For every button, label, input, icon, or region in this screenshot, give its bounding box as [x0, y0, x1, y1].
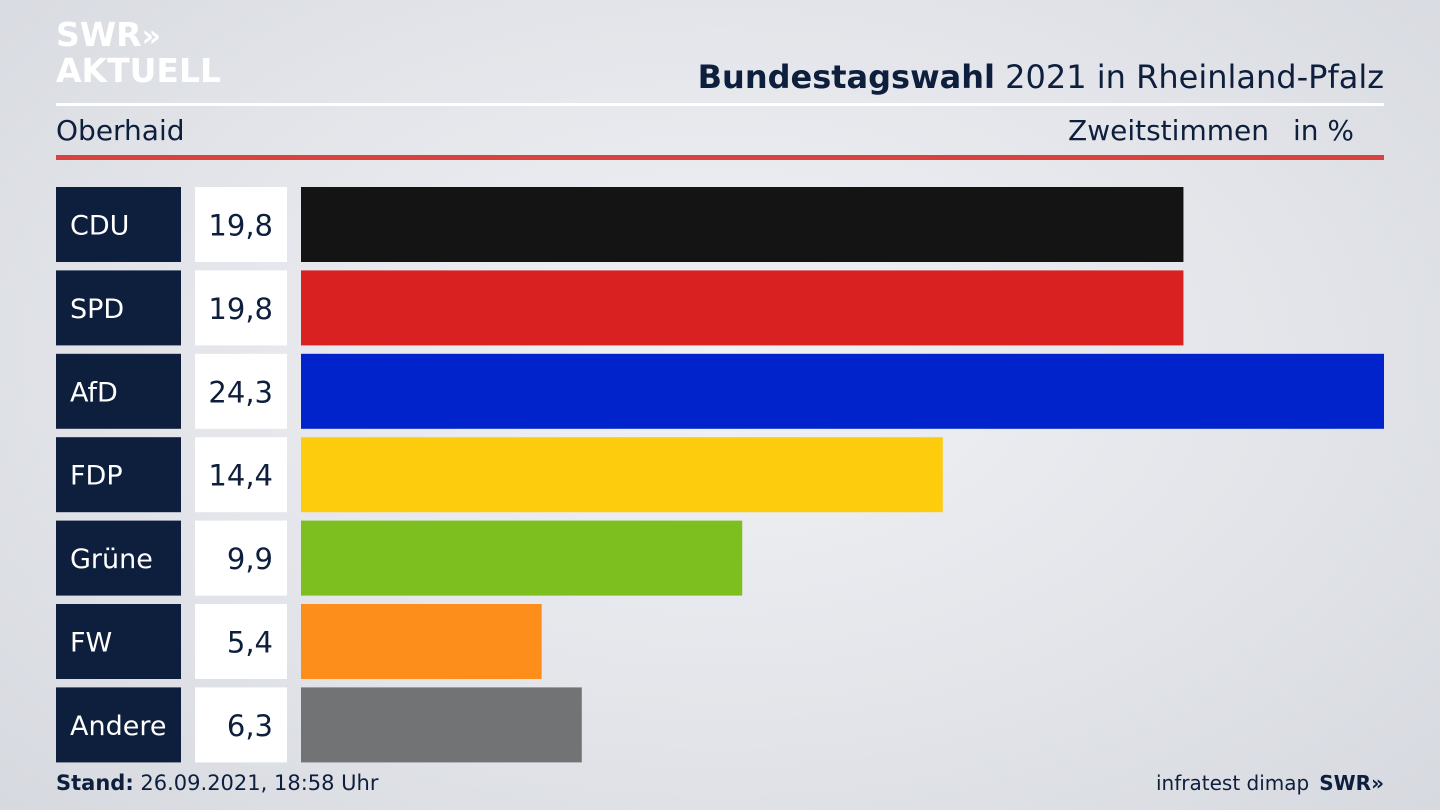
- accent-divider: [56, 155, 1384, 160]
- party-label-cdu: CDU: [70, 211, 129, 242]
- bar-gr-ne: [301, 520, 743, 596]
- chart-title: Bundestagswahl 2021 in Rheinland-Pfalz: [698, 58, 1384, 96]
- vote-type-label: Zweitstimmen in %: [1068, 114, 1354, 147]
- bar-spd: [301, 270, 1184, 346]
- party-label-fdp: FDP: [70, 461, 123, 492]
- value-label-box-cdu: [195, 187, 287, 262]
- party-label-box-afd: [56, 353, 181, 429]
- bar-afd: [301, 353, 1384, 429]
- value-label-box-afd: [195, 353, 287, 429]
- party-label-box-andere: [56, 687, 181, 763]
- footer-swr-logo: SWR»: [1319, 771, 1384, 795]
- title-rest: 2021 in Rheinland-Pfalz: [995, 58, 1384, 96]
- logo-line1: SWR: [56, 15, 142, 54]
- party-label-box-fdp: [56, 437, 181, 513]
- party-label-andere: Andere: [70, 711, 166, 742]
- value-label-box-fdp: [195, 437, 287, 513]
- party-label-box-fw: [56, 604, 181, 679]
- value-label-afd: 24,3: [208, 375, 273, 409]
- party-label-afd: AfD: [70, 377, 118, 408]
- source-credit: infratest dimap SWR»: [1156, 771, 1384, 795]
- value-label-box-fw: [195, 604, 287, 679]
- vote-type: Zweitstimmen: [1068, 114, 1269, 147]
- logo-line2: AKTUELL: [56, 51, 222, 90]
- party-label-box-gr-ne: [56, 520, 181, 596]
- swr-aktuell-logo: SWR» AKTUELL: [56, 18, 221, 88]
- source-label: infratest dimap: [1156, 771, 1310, 795]
- stand-label: Stand:: [56, 771, 134, 795]
- value-label-box-gr-ne: [195, 520, 287, 596]
- value-label-fw: 5,4: [227, 626, 273, 660]
- unit-label: in %: [1292, 114, 1354, 147]
- location-label: Oberhaid: [56, 114, 185, 147]
- value-label-box-andere: [195, 687, 287, 763]
- value-label-cdu: 19,8: [208, 209, 273, 243]
- party-label-box-cdu: [56, 187, 181, 262]
- header-divider: [56, 103, 1384, 106]
- value-label-andere: 6,3: [227, 709, 273, 743]
- party-label-box-spd: [56, 270, 181, 346]
- party-label-fw: FW: [70, 628, 112, 659]
- value-label-fdp: 14,4: [208, 459, 273, 493]
- bar-fdp: [301, 437, 943, 513]
- value-label-spd: 19,8: [208, 292, 273, 326]
- party-label-gr-ne: Grüne: [70, 544, 153, 575]
- bar-cdu: [301, 187, 1184, 262]
- timestamp: Stand: 26.09.2021, 18:58 Uhr: [56, 771, 379, 795]
- bar-fw: [301, 604, 542, 679]
- value-label-gr-ne: 9,9: [227, 542, 273, 576]
- value-label-box-spd: [195, 270, 287, 346]
- party-label-spd: SPD: [70, 294, 124, 325]
- bar-andere: [301, 687, 582, 763]
- stand-value: 26.09.2021, 18:58 Uhr: [133, 771, 379, 795]
- title-bold: Bundestagswahl: [697, 58, 995, 96]
